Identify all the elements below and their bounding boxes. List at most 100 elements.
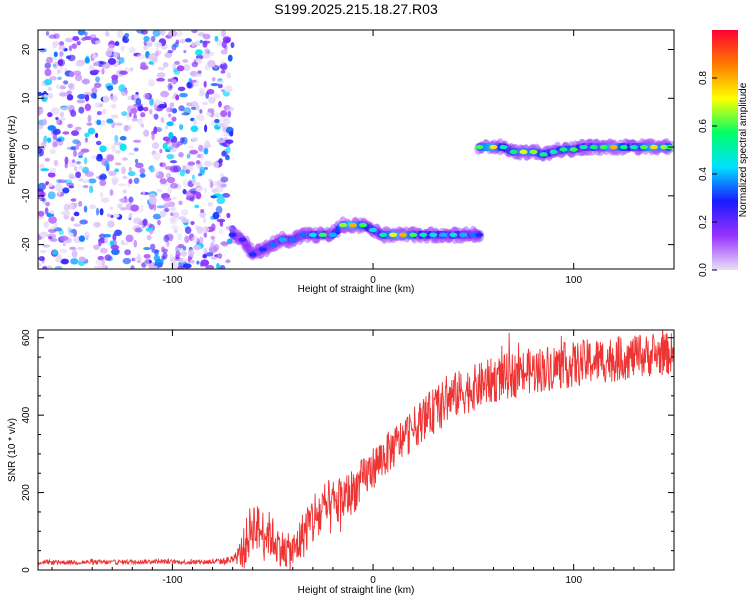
noise-speckle [213, 93, 221, 99]
noise-speckle [58, 45, 66, 51]
noise-speckle [58, 229, 64, 235]
noise-speckle [200, 259, 210, 267]
colorbar-tick-label: 0.8 [698, 71, 709, 85]
figure-title: S199.2025.215.18.27.R03 [274, 1, 438, 17]
noise-speckle [197, 173, 203, 177]
noise-speckle [42, 265, 48, 269]
noise-speckle [99, 247, 108, 254]
noise-speckle [75, 61, 84, 67]
noise-speckle [122, 157, 128, 161]
noise-speckle [130, 107, 138, 114]
noise-speckle [167, 50, 174, 54]
noise-speckle [226, 106, 234, 112]
noise-speckle [78, 200, 83, 207]
snr-x-label: Height of straight line (km) [298, 585, 415, 596]
noise-speckle [107, 220, 115, 228]
noise-speckle [98, 241, 102, 247]
noise-speckle [96, 110, 102, 116]
noise-speckle [89, 185, 94, 194]
noise-speckle [102, 108, 107, 115]
noise-speckle [84, 137, 89, 143]
noise-speckle [49, 148, 57, 155]
x-tick-label: 100 [565, 275, 582, 286]
noise-speckle [211, 188, 218, 193]
noise-speckle [73, 149, 77, 157]
noise-speckle [89, 34, 97, 39]
noise-speckle [87, 127, 96, 135]
noise-speckle [42, 118, 48, 126]
noise-speckle [202, 101, 209, 106]
noise-speckle [139, 65, 149, 70]
noise-speckle [57, 58, 66, 67]
noise-speckle [71, 43, 78, 49]
noise-speckle [114, 134, 119, 143]
noise-speckle [78, 178, 84, 182]
noise-speckle [114, 162, 122, 166]
ridge-point [489, 144, 498, 150]
noise-speckle [186, 153, 191, 159]
ridge-point [559, 147, 568, 152]
noise-speckle [67, 123, 73, 129]
noise-speckle [220, 110, 228, 117]
noise-speckle [90, 92, 97, 99]
noise-speckle [78, 235, 86, 242]
noise-speckle [41, 141, 47, 149]
noise-speckle [101, 68, 105, 75]
noise-speckle [47, 87, 53, 91]
noise-speckle [96, 155, 103, 162]
noise-speckle [178, 105, 185, 112]
noise-speckle [143, 92, 151, 100]
noise-speckle [173, 228, 178, 234]
ridge-point [469, 232, 478, 238]
noise-speckle [101, 174, 108, 180]
noise-speckle [175, 94, 180, 101]
noise-speckle [217, 122, 225, 127]
ridge-point [619, 144, 628, 150]
noise-speckle [127, 171, 136, 177]
noise-speckle [76, 246, 85, 251]
noise-speckle [202, 40, 208, 48]
noise-speckle [147, 53, 157, 62]
noise-speckle [196, 114, 205, 122]
noise-speckle [84, 171, 94, 177]
noise-speckle [70, 258, 79, 265]
noise-speckle [210, 256, 218, 260]
ridge-point [439, 232, 448, 238]
noise-speckle [51, 250, 58, 256]
noise-speckle [154, 50, 160, 57]
ridge-point [298, 232, 307, 238]
noise-speckle [172, 211, 180, 218]
noise-speckle [179, 169, 185, 177]
noise-speckle [134, 227, 142, 233]
noise-speckle [225, 225, 232, 231]
noise-speckle [210, 235, 216, 240]
noise-speckle [47, 137, 52, 143]
noise-speckle [59, 50, 64, 57]
noise-speckle [149, 98, 154, 106]
noise-speckle [179, 38, 186, 44]
noise-speckle [69, 246, 76, 251]
noise-speckle [47, 183, 54, 188]
noise-speckle [203, 217, 207, 224]
noise-speckle [200, 152, 204, 161]
ridge-point [369, 227, 378, 233]
noise-speckle [210, 83, 219, 87]
noise-speckle [218, 158, 223, 164]
noise-speckle [181, 218, 190, 223]
ridge-point [238, 237, 247, 242]
noise-speckle [133, 147, 139, 152]
noise-speckle [120, 207, 127, 211]
noise-speckle [142, 218, 148, 227]
noise-speckle [53, 61, 59, 70]
noise-speckle [170, 225, 179, 230]
noise-speckle [199, 109, 203, 114]
noise-speckle [39, 249, 47, 254]
noise-speckle [152, 213, 162, 220]
noise-speckle [221, 30, 226, 38]
noise-speckle [108, 170, 117, 176]
noise-speckle [209, 180, 214, 189]
noise-speckle [59, 41, 65, 46]
noise-speckle [40, 191, 46, 198]
noise-speckle [99, 61, 107, 65]
